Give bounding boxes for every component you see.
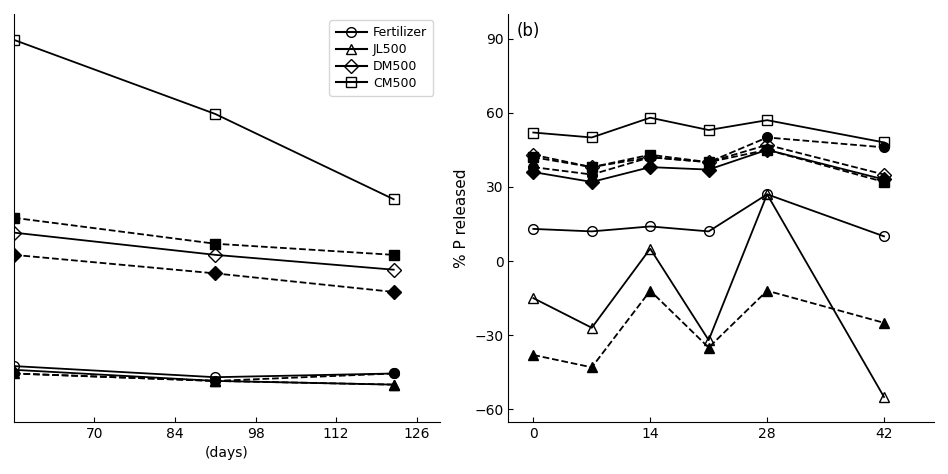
X-axis label: (days): (days) [205, 446, 248, 460]
Legend: Fertilizer, JL500, DM500, CM500: Fertilizer, JL500, DM500, CM500 [329, 20, 433, 96]
Text: (b): (b) [517, 22, 540, 40]
Y-axis label: % P released: % P released [453, 168, 468, 267]
